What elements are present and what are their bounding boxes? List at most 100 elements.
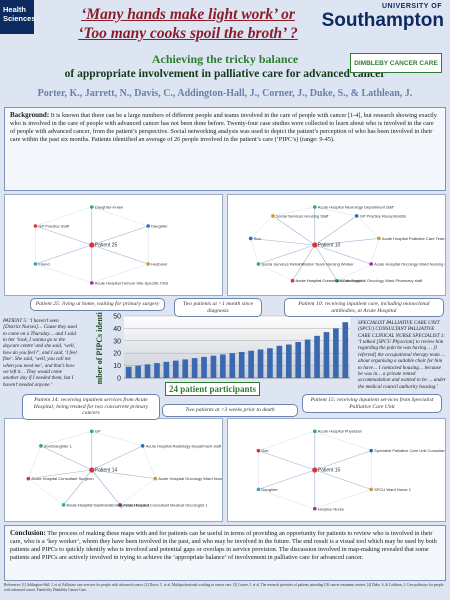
quote: PATIENT 5: ‘I haven’t seen [District Nur… <box>3 318 77 388</box>
node <box>313 506 317 511</box>
node-label: Son/Daughter 1 <box>44 443 73 448</box>
node <box>256 448 261 453</box>
node-label: Patient 14 <box>95 468 118 474</box>
node-label: Acute Hospital Neurology Department staf… <box>318 205 395 210</box>
network: Patient 15 Acute Hospital Physician Specia… <box>256 429 448 511</box>
node <box>248 236 253 241</box>
bar <box>342 322 349 378</box>
node-label: Acute Hospital Consultant Oncologist <box>296 278 363 283</box>
bar <box>201 356 207 378</box>
network-panel: Patient 14 GP Acute Hospital Radiology Dep… <box>4 418 228 522</box>
node-label: Social Services Housing Staff <box>276 213 329 218</box>
node-label: Hospice Nurse <box>318 506 345 511</box>
bar <box>238 351 245 378</box>
background-text: It is known that there can be a large nu… <box>10 112 437 143</box>
node <box>146 262 150 266</box>
edge <box>35 206 92 227</box>
sponsor-logo: DIMBLEBY CANCER CARE <box>350 53 442 73</box>
caption: Patient 15: receiving inpatient services… <box>302 394 442 414</box>
node <box>118 503 122 507</box>
node-label: Daughter <box>261 487 278 492</box>
node-label: Son <box>254 236 261 241</box>
bar <box>125 366 132 378</box>
node-label: Acute Hospital Consultant Medical Oncolo… <box>123 502 208 507</box>
subtitle: of appropriate involvement in palliative… <box>64 68 386 80</box>
node-label: Patient 10 <box>318 243 341 249</box>
edge <box>250 215 274 239</box>
edge <box>142 445 156 479</box>
edge <box>272 206 315 217</box>
edge <box>35 263 92 284</box>
network-panel: Patient 15 Acute Hospital Physician Specia… <box>227 418 448 522</box>
node <box>146 224 150 228</box>
bar <box>191 358 198 378</box>
edge <box>91 469 156 479</box>
edge <box>119 478 156 506</box>
node <box>369 487 373 492</box>
node <box>369 262 373 266</box>
bar <box>144 364 151 378</box>
network: Patient 10 Acute Hospital Neurology Depar… <box>248 205 450 283</box>
node <box>335 278 339 283</box>
node <box>61 503 66 507</box>
node-label: GP Practice Receptionists <box>360 213 406 218</box>
node-label: Daughter-in-law <box>95 205 123 210</box>
edge <box>35 244 92 265</box>
bar <box>257 349 264 378</box>
node <box>256 262 261 266</box>
bar <box>333 328 339 378</box>
edge <box>63 469 93 506</box>
edge <box>91 469 121 506</box>
edge <box>258 469 315 490</box>
edge <box>314 469 372 490</box>
edge <box>258 431 315 451</box>
network-panel: Patient 25 Daughter-in-law Daughter Husband… <box>4 194 223 296</box>
y-tick-label: 40 <box>113 326 121 333</box>
node <box>312 242 318 248</box>
node <box>89 242 95 248</box>
edge <box>91 263 149 284</box>
background-heading: Background: <box>10 111 50 119</box>
bar <box>295 342 302 378</box>
bar <box>172 360 179 378</box>
network: Patient 14 GP Acute Hospital Radiology Dep… <box>26 429 228 507</box>
background-box: Background: It is known that there can b… <box>4 107 446 191</box>
edge <box>250 238 259 265</box>
network: Patient 25 Daughter-in-law Daughter Husband… <box>33 205 169 286</box>
edge <box>91 431 143 447</box>
node <box>369 448 373 453</box>
node-label: SPCU Ward Nurse 1 <box>374 487 412 492</box>
bar <box>276 345 283 378</box>
conclusion-heading: Conclusion: <box>10 529 46 537</box>
edge <box>356 215 380 239</box>
node-label: Acute Hospital Palliative Care Team CNS <box>382 236 445 241</box>
plot-background <box>124 316 350 378</box>
authors: Porter, K., Jarrett, N., Davis, C., Addi… <box>37 88 413 99</box>
edge <box>314 489 372 509</box>
edge <box>91 206 149 227</box>
node-label: Acute Hospital Oncology Ward Nurse 1 <box>158 476 222 481</box>
node <box>33 262 38 266</box>
y-axis-label: Number of PIPCs identified <box>95 312 104 384</box>
edge <box>250 238 315 246</box>
node-label: Acute Hospital Physician <box>318 429 362 434</box>
node <box>354 214 359 218</box>
edge <box>40 431 92 447</box>
y-tick-label: 30 <box>113 338 121 345</box>
title-line: ‘Many hands make light work’ or <box>81 6 295 23</box>
node <box>90 205 94 209</box>
edge <box>258 489 315 509</box>
node <box>256 487 261 492</box>
university-name: Southampton <box>321 10 444 31</box>
faculty-badge: Health Sciences <box>0 0 36 34</box>
node-label: Acute Hospital Tumour Site-Specific CNS <box>95 281 169 286</box>
edge <box>314 450 372 471</box>
bar <box>229 353 236 378</box>
title-line: ‘Too many cooks spoil the broth’ ? <box>78 25 298 42</box>
edge <box>28 478 64 506</box>
node <box>313 429 317 434</box>
node <box>290 278 295 283</box>
edge <box>314 244 338 281</box>
edge <box>272 215 315 246</box>
caption: Patient 14: receiving inpatient services… <box>22 394 160 421</box>
